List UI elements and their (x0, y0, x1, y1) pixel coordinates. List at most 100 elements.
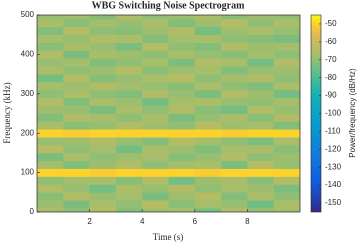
cell (168, 18, 196, 28)
cell (194, 137, 222, 146)
cell (168, 176, 196, 185)
cell (115, 152, 143, 162)
cell (194, 184, 222, 193)
cell (221, 89, 248, 99)
cell (273, 74, 300, 83)
cell (63, 145, 90, 154)
cell (168, 66, 196, 75)
cell (247, 89, 274, 99)
cell (37, 50, 64, 59)
cell (142, 145, 169, 154)
cell (194, 105, 222, 114)
cell (63, 50, 90, 59)
cell (115, 74, 143, 83)
cell (168, 97, 196, 106)
cell (194, 66, 222, 75)
cell (221, 137, 248, 146)
cell (115, 176, 143, 185)
cell (194, 176, 222, 185)
cell (89, 121, 117, 130)
y-tick-label: 400 (21, 50, 35, 59)
cell (273, 81, 300, 91)
cell (142, 113, 169, 122)
cell (247, 137, 274, 146)
cell (194, 97, 222, 106)
cell (247, 184, 274, 193)
cell (194, 121, 222, 130)
cell (37, 18, 64, 28)
cell (115, 208, 143, 212)
cell (89, 168, 117, 177)
cell (115, 26, 143, 35)
cell (142, 176, 169, 185)
cell (63, 42, 90, 51)
cell (247, 66, 274, 75)
colorbar-tick-label: -100 (325, 109, 342, 118)
cell (168, 105, 196, 114)
colorbar-label: Power/frequency (dB/Hz) (348, 68, 357, 158)
cell (115, 15, 143, 20)
cell (89, 58, 117, 67)
cell (115, 42, 143, 51)
colorbar-tick-label: -110 (325, 127, 341, 136)
cell (168, 15, 196, 20)
colorbar-tick-label: -90 (325, 91, 337, 100)
cell (63, 15, 90, 20)
cell (142, 15, 169, 20)
cell (168, 137, 196, 146)
cell (221, 152, 248, 162)
cell (168, 26, 196, 35)
cell (115, 50, 143, 59)
cell (194, 129, 222, 138)
cell (168, 81, 196, 91)
cell (37, 200, 64, 209)
cell (115, 113, 143, 122)
cell (89, 145, 117, 154)
cell (89, 50, 117, 59)
cell (89, 137, 117, 146)
cell (168, 121, 196, 130)
cell (37, 176, 64, 185)
cell (273, 145, 300, 154)
cell (247, 129, 274, 138)
cell (63, 168, 90, 177)
cell (273, 129, 300, 138)
cell (115, 137, 143, 146)
colorbar-tick-label: -70 (325, 55, 337, 64)
cell (221, 15, 248, 20)
cell (142, 58, 169, 67)
cell (142, 50, 169, 59)
y-tick-label: 0 (30, 207, 35, 216)
cell (194, 18, 222, 28)
cell (142, 81, 169, 91)
cell (168, 208, 196, 212)
cell (37, 89, 64, 99)
cell (168, 113, 196, 122)
cell (115, 121, 143, 130)
cell (221, 42, 248, 51)
cell (221, 18, 248, 28)
cell (37, 208, 64, 212)
cell (89, 66, 117, 75)
cell (142, 18, 169, 28)
cell (221, 34, 248, 43)
cell (247, 145, 274, 154)
cell (89, 15, 117, 20)
cell (168, 160, 196, 169)
cell (221, 176, 248, 185)
cell (89, 176, 117, 185)
cell (115, 200, 143, 209)
cell (142, 152, 169, 162)
cell (89, 74, 117, 83)
cell (194, 168, 222, 177)
cell (273, 18, 300, 28)
cell (247, 176, 274, 185)
cell (37, 152, 64, 162)
cell (115, 34, 143, 43)
cell (63, 18, 90, 28)
cell (247, 74, 274, 83)
cell (142, 160, 169, 169)
cell (37, 168, 64, 177)
cell (273, 34, 300, 43)
cell (273, 168, 300, 177)
